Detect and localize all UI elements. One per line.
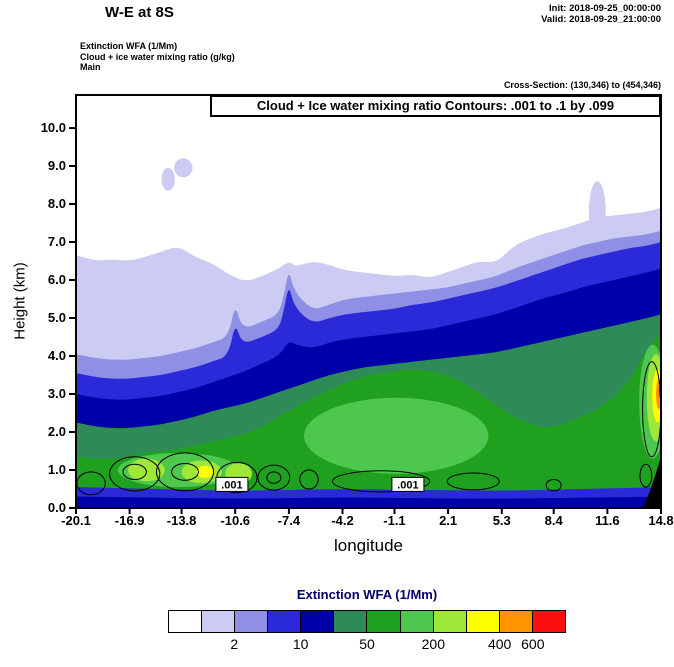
contour-label: .001: [221, 479, 242, 491]
y-tick-label: 8.0: [47, 196, 66, 212]
legend-line-main: Main: [80, 62, 101, 72]
colorbar-cell: [400, 611, 434, 632]
colorbar-cell: [235, 611, 269, 632]
colorbar-cell: [466, 611, 500, 632]
x-tick-label: -1.1: [383, 513, 406, 528]
contour-label-box: [391, 476, 425, 492]
colorbar-cell: [169, 611, 203, 632]
cloud-contour-line: [639, 463, 653, 488]
contour-blob-lavender: [588, 181, 606, 243]
contour-field: .001 .001: [76, 95, 661, 508]
colorbar-cell: [202, 611, 236, 632]
colorbar-cell: [499, 611, 533, 632]
init-timestamp: Init: 2018-09-25_00:00:00: [549, 3, 661, 14]
y-tick-label: 6.0: [47, 272, 66, 288]
contour-blob-lavender: [161, 167, 175, 191]
x-axis-title: longitude: [333, 536, 403, 555]
colorbar: [168, 610, 566, 633]
cloud-contour-line: [122, 463, 147, 480]
colorbar-tick-label: 2: [230, 636, 239, 652]
colorbar-tick-label: 10: [292, 636, 309, 652]
contour-info-title: Cloud + Ice water mixing ratio Contours:…: [210, 95, 661, 117]
x-tick-label: 11.6: [595, 513, 620, 528]
colorbar-title: Extinction WFA (1/Mm): [296, 587, 438, 602]
y-tick-label: 4.0: [47, 348, 66, 364]
colorbar-cell: [367, 611, 401, 632]
cloud-contour-line: [171, 463, 199, 481]
contour-blob-lavender: [174, 158, 193, 178]
x-tick-label: -10.6: [220, 513, 251, 528]
x-tick-label: -20.1: [61, 513, 91, 528]
colorbar-tick-label: 600: [521, 636, 545, 652]
cloud-contour-line: [446, 472, 500, 491]
cloud-contour-line: [156, 452, 214, 492]
x-tick-label: 14.8: [648, 513, 674, 528]
colorbar-cell: [532, 611, 565, 632]
colorbar-cell: [433, 611, 467, 632]
cloud-contour-line: [332, 470, 431, 493]
legend-line-cloud-ice: Cloud + ice water mixing ratio (g/kg): [80, 51, 235, 62]
y-tick-label: 5.0: [47, 310, 66, 326]
y-tick-label: 9.0: [47, 158, 66, 174]
legend-line-extinction: Extinction WFA (1/Mm): [80, 41, 178, 51]
x-tick-label: 2.1: [439, 513, 458, 528]
valid-timestamp: Valid: 2018-09-29_21:00:00: [541, 14, 661, 25]
colorbar-tick-label: 50: [359, 636, 375, 652]
x-tick-label: -7.4: [277, 513, 301, 528]
colorbar-cell: [301, 611, 335, 632]
cloud-contour-line: [299, 469, 319, 490]
cloud-contour-line: [266, 471, 282, 484]
x-tick-label: -4.2: [331, 513, 354, 528]
y-tick-label: 3.0: [47, 386, 66, 402]
colorbar-tick-label: 200: [421, 636, 445, 652]
contour-label-box: [215, 476, 249, 492]
cloud-contour-line: [257, 464, 291, 491]
contour-blob-green2: [304, 397, 489, 474]
cloud-contour-line: [545, 479, 562, 492]
x-tick-label: 8.4: [544, 513, 563, 528]
colorbar-cell: [268, 611, 302, 632]
y-tick-label: 7.0: [47, 234, 66, 250]
variable-legend: Extinction WFA (1/Mm) Cloud + ice water …: [80, 41, 235, 73]
y-tick-label: 10.0: [40, 120, 66, 136]
terrain-mask: [642, 456, 661, 508]
x-tick-label: -13.8: [166, 513, 197, 528]
y-axis-title: Height (km): [11, 262, 29, 340]
cross-section-label: Cross-Section: (130,346) to (454,346): [503, 80, 661, 90]
filled-band-darkblue: [76, 496, 661, 508]
x-tick-label: 5.3: [492, 513, 511, 528]
y-tick-label: 1.0: [47, 462, 66, 477]
colorbar-cell: [334, 611, 368, 632]
cloud-contour-line: [109, 456, 161, 492]
y-tick-label: 2.0: [47, 424, 66, 439]
colorbar-tick-label: 400: [487, 636, 512, 652]
y-tick-label: 0.0: [47, 500, 66, 515]
contour-blob-yellow: [196, 465, 214, 478]
contour-label: .001: [397, 479, 418, 491]
plot-main-title: W-E at 8S: [105, 4, 174, 21]
x-tick-label: -16.9: [114, 513, 145, 528]
